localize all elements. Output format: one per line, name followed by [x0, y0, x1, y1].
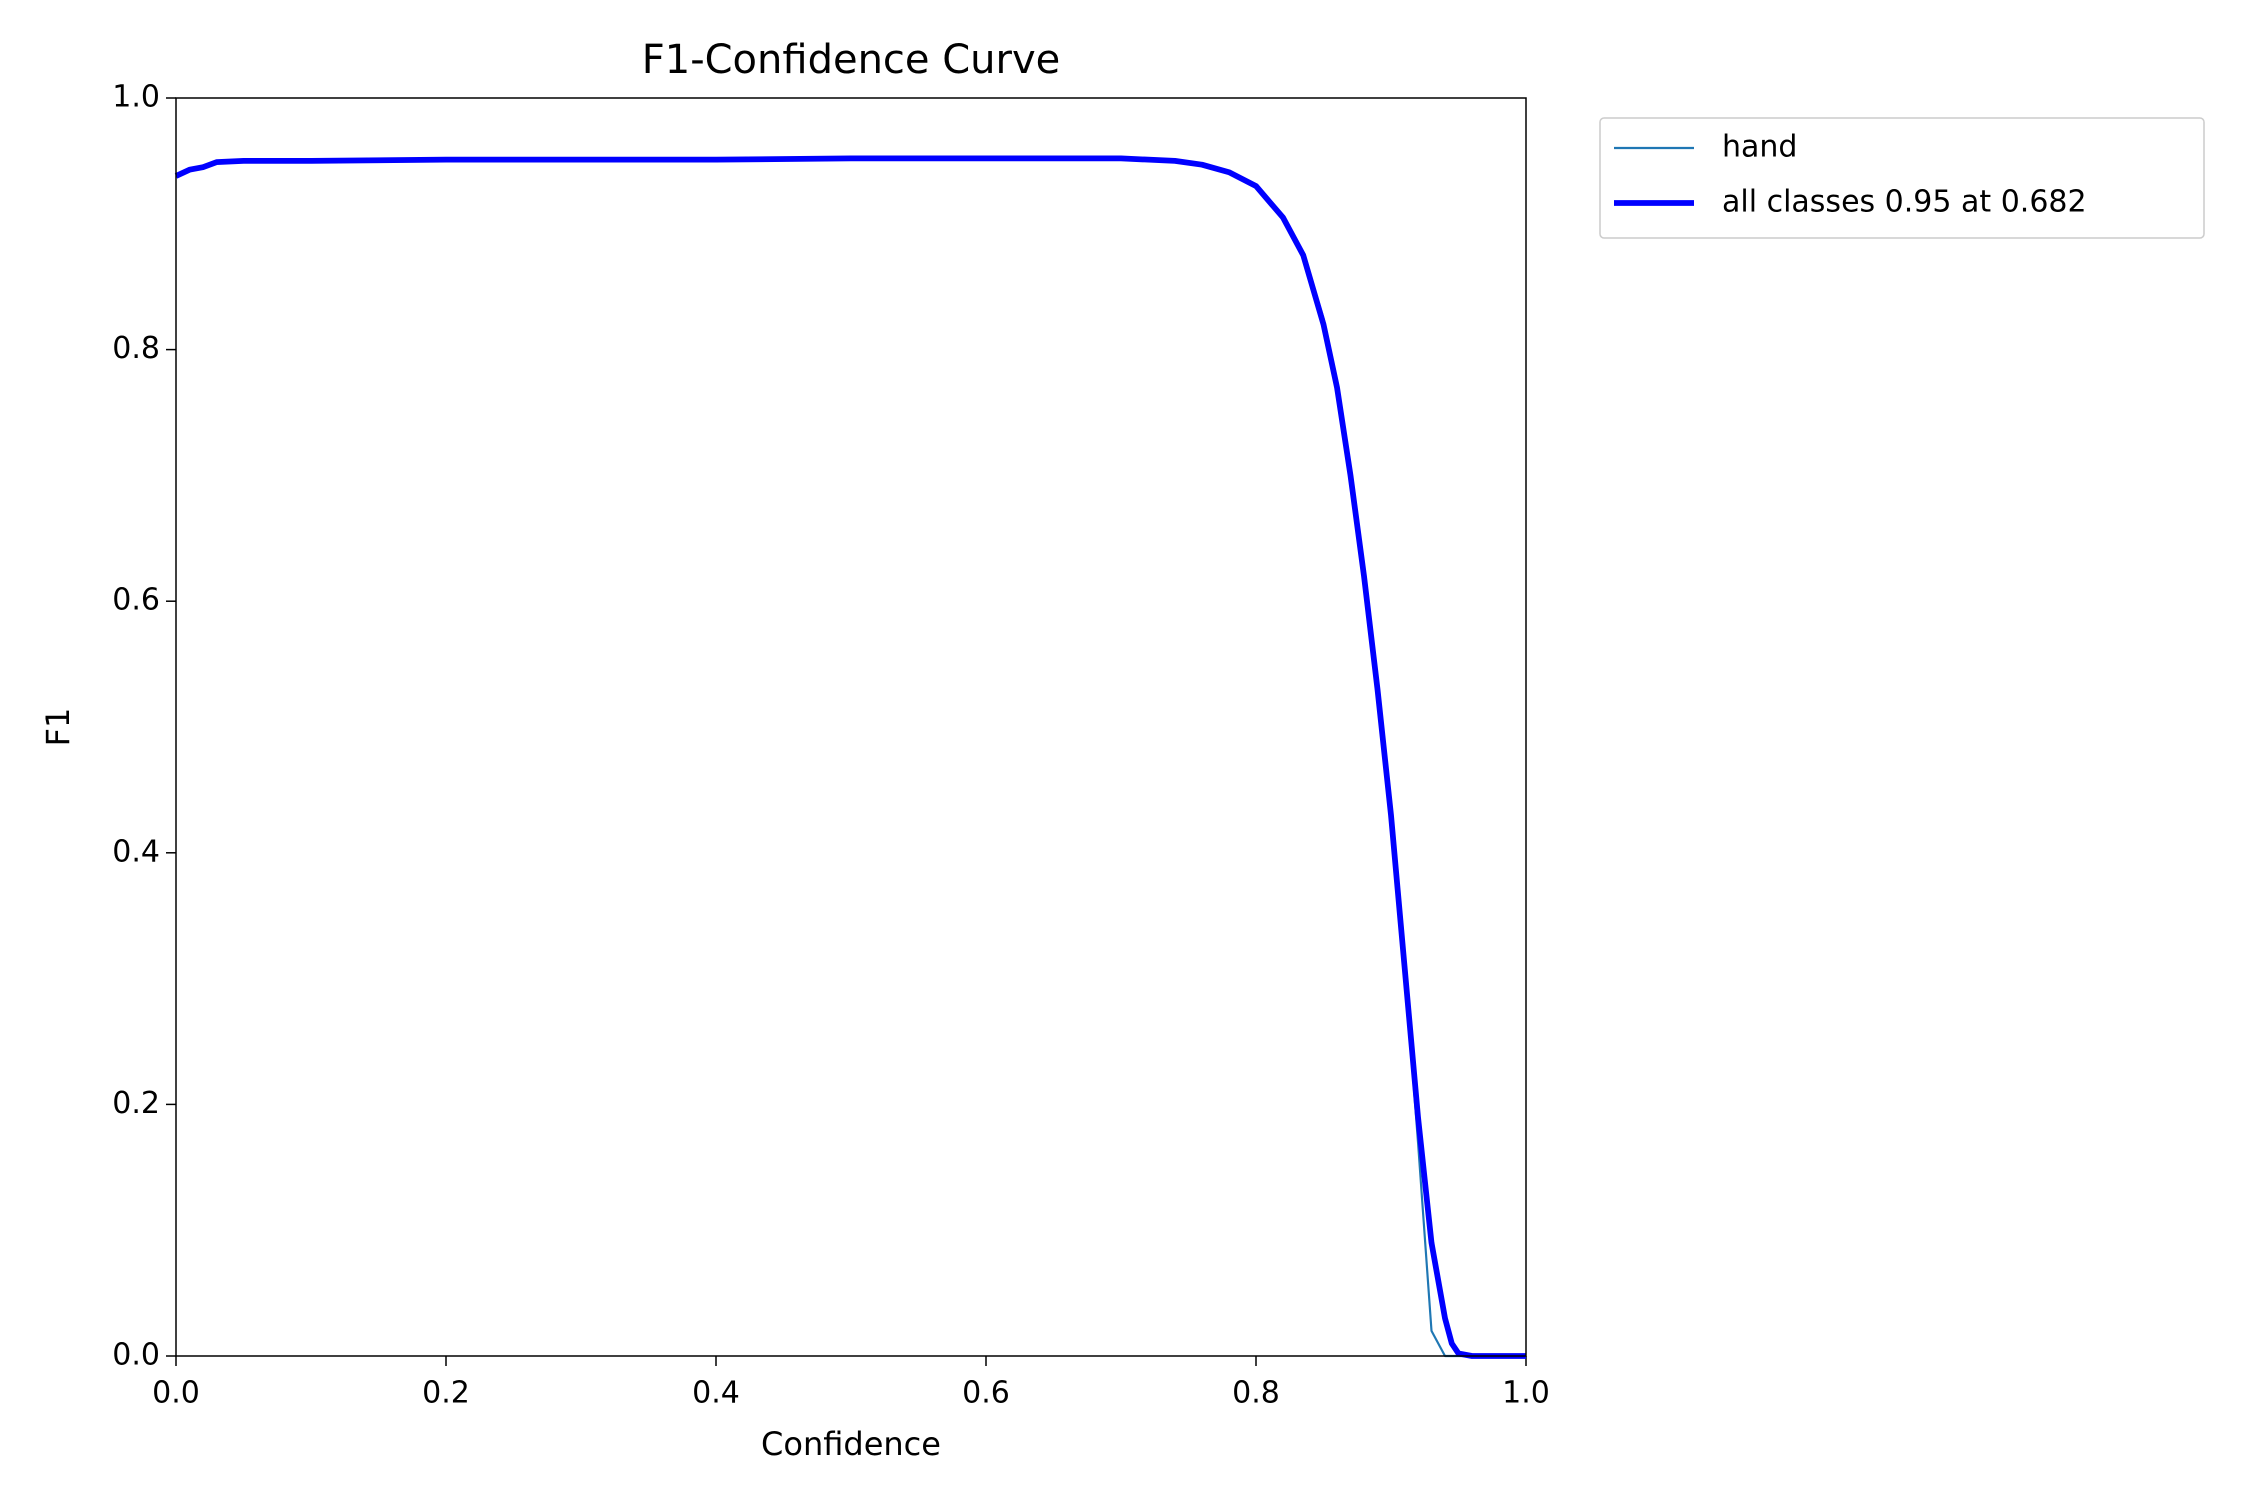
- line-series: [174, 155, 1526, 1359]
- x-tick-label: 0.0: [152, 1376, 200, 1411]
- plot-frame: [175, 97, 1527, 1357]
- x-tick-label: 0.2: [422, 1376, 470, 1411]
- x-tick-label: 0.4: [692, 1376, 740, 1411]
- chart-title: F1-Confidence Curve: [642, 37, 1061, 83]
- y-tick-label: 0.0: [112, 1338, 160, 1373]
- legend-label: all classes 0.95 at 0.682: [1722, 185, 2087, 220]
- x-tick-label: 0.6: [962, 1376, 1010, 1411]
- x-axis-label: Confidence: [761, 1425, 941, 1463]
- y-axis-label: F1: [39, 708, 77, 747]
- y-tick-label: 1.0: [112, 80, 160, 115]
- x-tick-label: 1.0: [1502, 1376, 1550, 1411]
- legend-box: [1599, 117, 2205, 239]
- y-tick-label: 0.2: [112, 1086, 160, 1121]
- x-tick-label: 0.8: [1232, 1376, 1280, 1411]
- y-tick-label: 0.8: [112, 331, 160, 366]
- legend-label: hand: [1722, 130, 1797, 165]
- y-tick-label: 0.4: [112, 834, 160, 869]
- y-tick-label: 0.6: [112, 583, 160, 618]
